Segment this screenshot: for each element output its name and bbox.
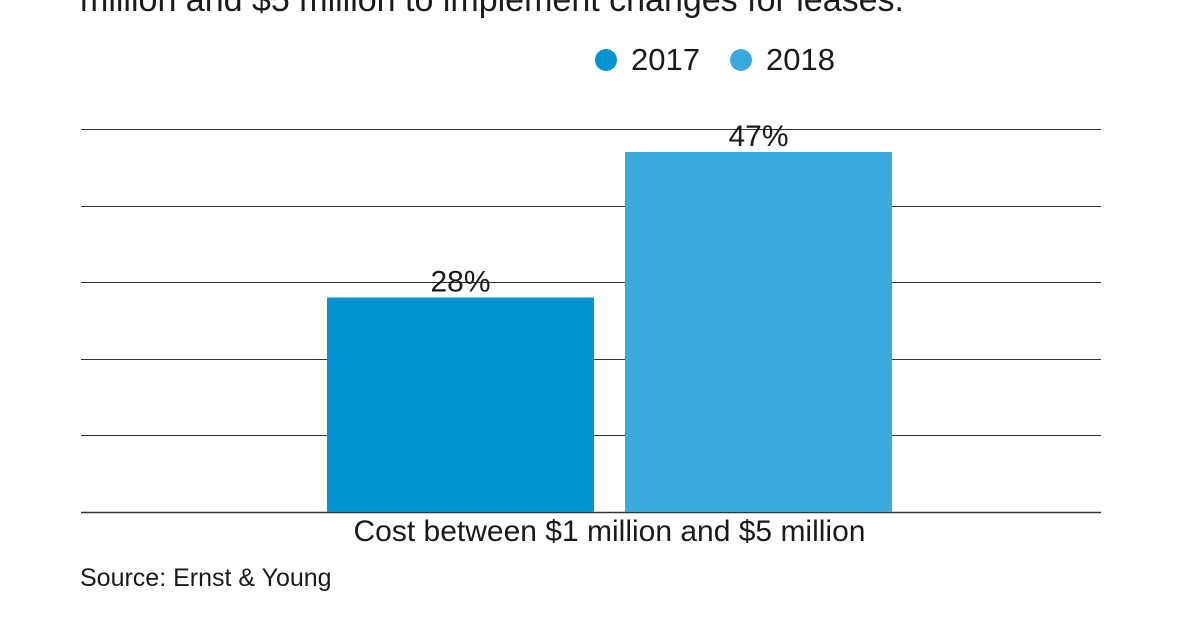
chart-legend: 2017 2018 — [595, 40, 865, 80]
chart-title-fragment: million and $5 million to implement chan… — [80, 0, 904, 19]
legend-label-2017: 2017 — [631, 42, 700, 77]
legend-label-2018: 2018 — [765, 42, 835, 77]
bar-2017 — [327, 297, 594, 512]
bar-2018 — [625, 151, 892, 513]
legend-item-2018: 2018 — [729, 40, 835, 80]
source-note: Source: Ernst & Young — [80, 564, 332, 592]
data-label-2018: 47% — [728, 120, 788, 153]
legend-swatch-2017 — [595, 49, 617, 71]
x-category-label: Cost between $1 million and $5 million — [354, 515, 866, 548]
data-label-2017: 28% — [430, 266, 490, 299]
legend-swatch-2018 — [729, 49, 752, 71]
legend-item-2017: 2017 — [595, 40, 700, 80]
